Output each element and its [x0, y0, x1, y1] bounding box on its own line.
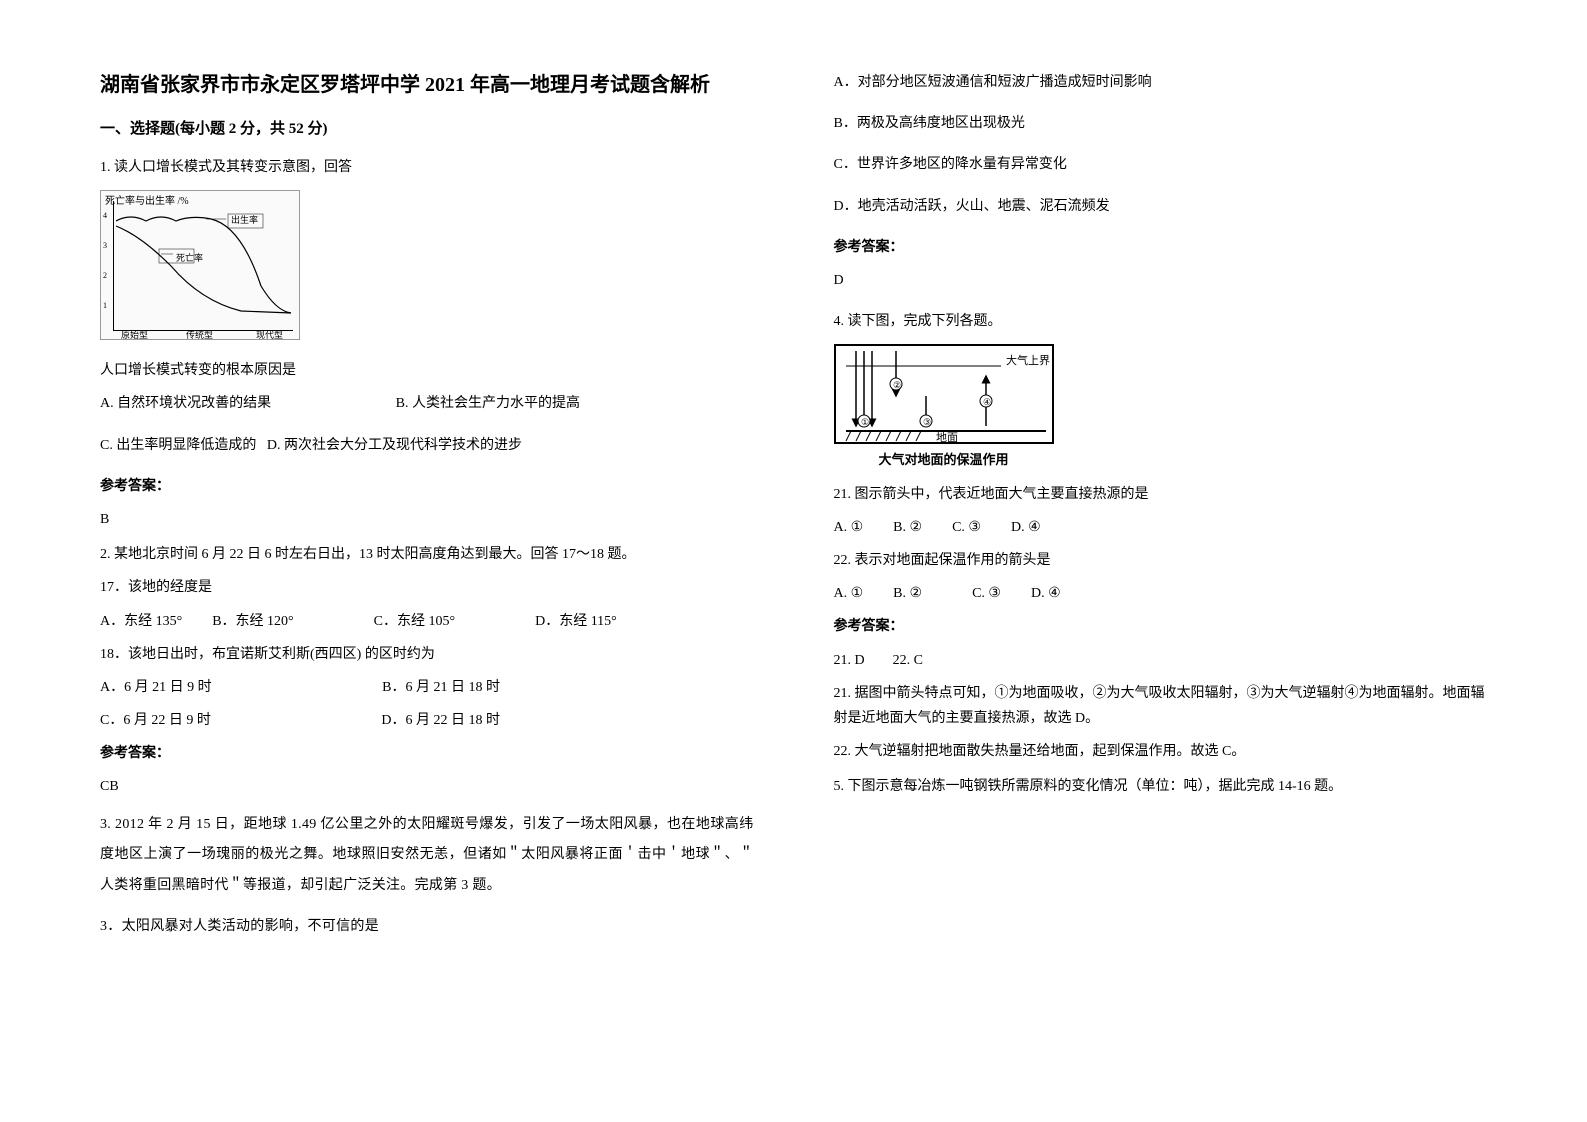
- q4-sub21: 21. 图示箭头中，代表近地面大气主要直接热源的是: [834, 482, 1488, 507]
- q3-sub: 3．太阳风暴对人类活动的影响，不可信的是: [100, 914, 754, 939]
- hatch: [896, 431, 901, 441]
- q2-answer: CB: [100, 774, 754, 799]
- q2-sub18: 18．该地日出时，布宜诺斯艾利斯(西四区) 的区时约为: [100, 642, 754, 667]
- line-label: 死亡率: [176, 252, 203, 263]
- q1-options-ab: A. 自然环境状况改善的结果 B. 人类社会生产力水平的提高: [100, 391, 580, 416]
- question-5: 5. 下图示意每冶炼一吨钢铁所需原料的变化情况（单位：吨），据此完成 14-16…: [834, 774, 1488, 799]
- question-2: 2. 某地北京时间 6 月 22 日 6 时左右日出，13 时太阳高度角达到最大…: [100, 542, 754, 800]
- q4-21-options: A. ① B. ② C. ③ D. ④: [834, 515, 1488, 540]
- marker-4-text: ④: [983, 397, 991, 407]
- q4-sub22: 22. 表示对地面起保温作用的箭头是: [834, 548, 1488, 573]
- q2-18c: C．6 月 22 日 9 时: [100, 708, 211, 733]
- chart-xlabel: 现代型: [256, 327, 283, 343]
- diagram-caption: 大气对地面的保温作用: [834, 448, 1054, 471]
- q2-17b: B．东经 120°: [212, 609, 293, 634]
- q1-prompt: 1. 读人口增长模式及其转变示意图，回答: [100, 155, 754, 180]
- q4-answer-label: 参考答案：: [834, 614, 1488, 639]
- left-column: 湖南省张家界市市永定区罗塔坪中学 2021 年高一地理月考试题含解析 一、选择题…: [100, 70, 754, 949]
- q2-17d: D．东经 115°: [535, 609, 617, 634]
- q1-opt-b: B. 人类社会生产力水平的提高: [396, 391, 580, 416]
- q4-optb: B. ②: [893, 515, 922, 540]
- q4-opta: A. ①: [834, 515, 864, 540]
- marker-1-text: ①: [861, 417, 869, 427]
- q5-prompt: 5. 下图示意每冶炼一吨钢铁所需原料的变化情况（单位：吨），据此完成 14-16…: [834, 774, 1488, 799]
- hatch: [846, 431, 851, 441]
- q3-opt-d: D．地壳活动活跃，火山、地震、泥石流频发: [834, 194, 1488, 219]
- q4-optd2: D. ④: [1031, 581, 1061, 606]
- q2-sub17: 17．该地的经度是: [100, 575, 754, 600]
- q2-17-options: A．东经 135° B．东经 120° C．东经 105° D．东经 115°: [100, 609, 754, 634]
- population-chart: 死亡率与出生率 /% 4 3 2 1 出生率 死亡率 原始型: [100, 190, 300, 340]
- q3-opt-a: A．对部分地区短波通信和短波广播造成短时间影响: [834, 70, 1488, 95]
- q4-22-options: A. ① B. ② C. ③ D. ④: [834, 581, 1488, 606]
- section-title: 一、选择题(每小题 2 分，共 52 分): [100, 116, 754, 143]
- diagram-top-label: 大气上界: [1006, 353, 1050, 367]
- q4-optd: D. ④: [1011, 515, 1041, 540]
- q2-18-options-cd: C．6 月 22 日 9 时 D．6 月 22 日 18 时: [100, 708, 500, 733]
- q3-answer-label: 参考答案：: [834, 235, 1488, 260]
- hatch: [886, 431, 891, 441]
- q1-answer: B: [100, 507, 754, 532]
- q1-opt-c: C. 出生率明显降低造成的: [100, 438, 256, 453]
- hatch: [916, 431, 921, 441]
- q4-optc: C. ③: [952, 515, 981, 540]
- q1-opt-a: A. 自然环境状况改善的结果: [100, 391, 271, 416]
- marker-3-text: ③: [923, 417, 931, 427]
- hatch: [866, 431, 871, 441]
- q4-exp21: 21. 据图中箭头特点可知，①为地面吸收，②为大气吸收太阳辐射，③为大气逆辐射④…: [834, 681, 1488, 731]
- hatch: [876, 431, 881, 441]
- q3-opt-c: C．世界许多地区的降水量有异常变化: [834, 152, 1488, 177]
- marker-2-text: ②: [893, 380, 901, 390]
- chart-lines-svg: 出生率 死亡率: [101, 191, 301, 341]
- q1-answer-label: 参考答案：: [100, 474, 754, 499]
- q1-opt-d: D. 两次社会大分工及现代科学技术的进步: [267, 438, 522, 453]
- q4-optc2: C. ③: [972, 581, 1001, 606]
- hatch: [856, 431, 861, 441]
- q3-opt-b: B．两极及高纬度地区出现极光: [834, 111, 1488, 136]
- question-4: 4. 读下图，完成下列各题。: [834, 309, 1488, 764]
- q3-answer: D: [834, 268, 1488, 293]
- q4-optb2: B. ②: [893, 581, 922, 606]
- q2-answer-label: 参考答案：: [100, 741, 754, 766]
- q1-options-cd: C. 出生率明显降低造成的 D. 两次社会大分工及现代科学技术的进步: [100, 433, 754, 458]
- main-title: 湖南省张家界市市永定区罗塔坪中学 2021 年高一地理月考试题含解析: [100, 70, 754, 100]
- right-column: A．对部分地区短波通信和短波广播造成短时间影响 B．两极及高纬度地区出现极光 C…: [834, 70, 1488, 949]
- q3-para: 3. 2012 年 2 月 15 日，距地球 1.49 亿公里之外的太阳耀斑号爆…: [100, 810, 754, 902]
- birth-rate-line: [116, 217, 291, 313]
- question-3-para: 3. 2012 年 2 月 15 日，距地球 1.49 亿公里之外的太阳耀斑号爆…: [100, 810, 754, 940]
- question-1: 1. 读人口增长模式及其转变示意图，回答 死亡率与出生率 /% 4 3 2 1 …: [100, 155, 754, 532]
- diagram-svg: 大气上界 地面 ① ② ③ ④: [836, 346, 1056, 446]
- q2-17c: C．东经 105°: [374, 609, 455, 634]
- q2-18b: B．6 月 21 日 18 时: [382, 675, 500, 700]
- q1-subtext: 人口增长模式转变的根本原因是: [100, 358, 754, 383]
- q4-ans-line: 21. D 22. C: [834, 648, 1488, 673]
- line-label: 出生率: [231, 214, 258, 225]
- chart-xlabel: 原始型: [121, 327, 148, 343]
- chart-xlabel: 传统型: [186, 327, 213, 343]
- diagram-ground-label: 地面: [936, 431, 958, 444]
- hatch: [906, 431, 911, 441]
- atmosphere-diagram: 大气上界 地面 ① ② ③ ④: [834, 344, 1054, 444]
- death-rate-line: [116, 226, 291, 313]
- q2-18a: A．6 月 21 日 9 时: [100, 675, 212, 700]
- q2-17a: A．东经 135°: [100, 609, 182, 634]
- q4-opta2: A. ①: [834, 581, 864, 606]
- q2-prompt: 2. 某地北京时间 6 月 22 日 6 时左右日出，13 时太阳高度角达到最大…: [100, 542, 754, 567]
- q4-prompt: 4. 读下图，完成下列各题。: [834, 309, 1488, 334]
- q2-18d: D．6 月 22 日 18 时: [381, 708, 500, 733]
- q2-18-options-ab: A．6 月 21 日 9 时 B．6 月 21 日 18 时: [100, 675, 500, 700]
- q4-exp22: 22. 大气逆辐射把地面散失热量还给地面，起到保温作用。故选 C。: [834, 739, 1488, 764]
